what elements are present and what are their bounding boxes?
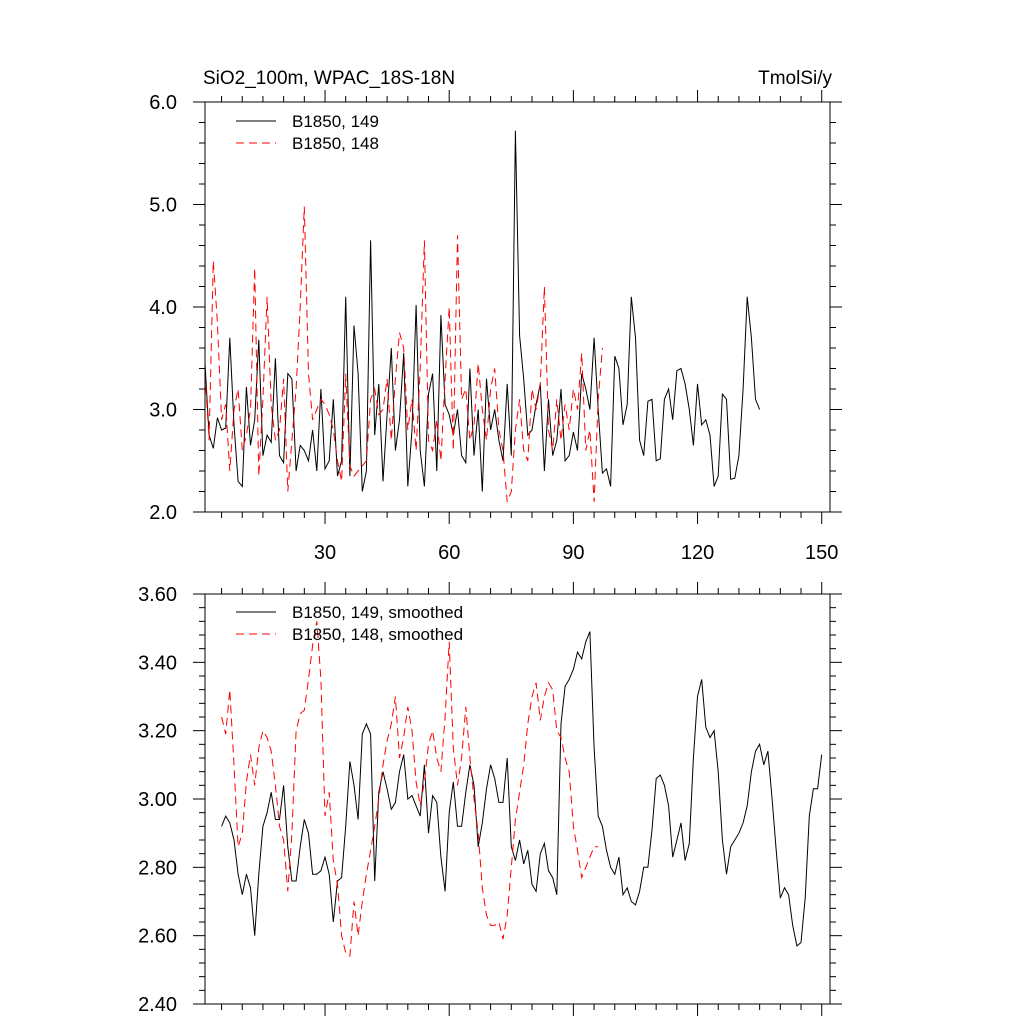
top-title-left: SiO2_100m, WPAC_18S-18N: [203, 68, 455, 89]
x-tick-label: 150: [805, 542, 838, 564]
x-tick-label: 30: [314, 542, 336, 564]
legend-label-148: B1850, 148: [292, 134, 379, 153]
y-tick-label: 6.0: [149, 92, 177, 114]
top-series-group: [204, 130, 761, 502]
bottom-series-group: [221, 621, 823, 958]
x-tick-label: 120: [681, 542, 714, 564]
legend-label-148-smoothed: B1850, 148, smoothed: [292, 625, 463, 644]
top-panel: SiO2_100m, WPAC_18S-18N TmolSi/y 2.0 3.0 4…: [149, 68, 842, 564]
top-axes: 2.0 3.0 4.0 5.0 6.0 30 60 90 120 150: [149, 90, 842, 564]
y-tick-label: 2.0: [149, 502, 177, 524]
y-tick-label: 3.40: [138, 652, 177, 674]
y-tick-label: 3.00: [138, 789, 177, 811]
series-line-1: [204, 206, 603, 502]
y-tick-label: 2.60: [138, 926, 177, 948]
x-tick-label: 60: [438, 542, 460, 564]
y-tick-label: 2.80: [138, 857, 177, 879]
bottom-axes: 2.40 2.60 2.80 3.00 3.20 3.40 3.60: [138, 582, 842, 1016]
legend-label-149-smoothed: B1850, 149, smoothed: [292, 603, 463, 622]
y-tick-label: 5.0: [149, 195, 177, 217]
y-tick-label: 4.0: [149, 297, 177, 319]
plot-frame: [204, 593, 831, 1005]
y-tick-label: 3.20: [138, 721, 177, 743]
plot-frame: [204, 101, 831, 513]
series-line-0: [221, 631, 823, 947]
y-tick-label: 2.40: [138, 994, 177, 1016]
top-legend: B1850, 149 B1850, 148: [236, 112, 379, 153]
x-tick-label: 90: [562, 542, 584, 564]
legend-label-149: B1850, 149: [292, 112, 379, 131]
series-line-1: [221, 621, 599, 958]
bottom-legend: B1850, 149, smoothed B1850, 148, smoothe…: [236, 603, 463, 644]
y-tick-label: 3.60: [138, 584, 177, 606]
top-title-right: TmolSi/y: [758, 68, 832, 89]
series-line-0: [204, 130, 761, 492]
y-tick-label: 3.0: [149, 400, 177, 422]
bottom-panel: 2.40 2.60 2.80 3.00 3.20 3.40 3.60 B1850, 149,…: [138, 582, 842, 1016]
